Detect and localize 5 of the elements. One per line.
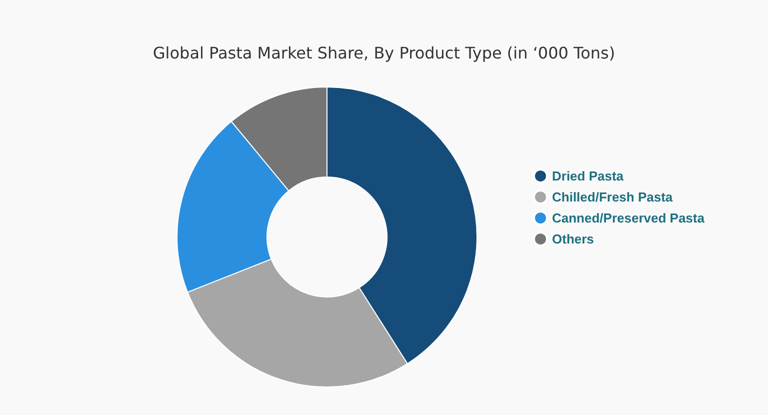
legend-label: Others: [552, 232, 594, 246]
legend-label: Canned/Preserved Pasta: [552, 210, 706, 226]
legend-label: Chilled/Fresh Pasta: [552, 190, 674, 204]
chart-title: Global Pasta Market Share, By Product Type (in ‘000 Tons): [152, 44, 616, 62]
legend-label: Dried Pasta: [552, 168, 624, 184]
